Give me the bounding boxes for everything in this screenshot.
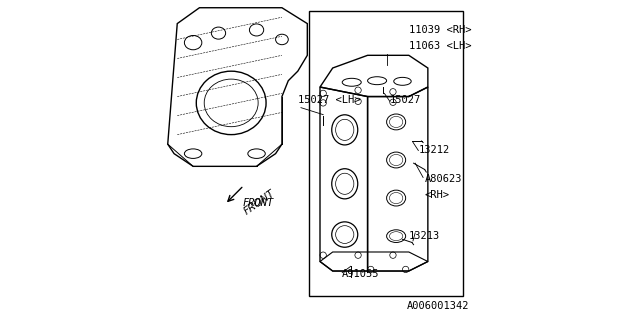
Text: 13212: 13212 xyxy=(419,146,449,156)
Text: FRONT: FRONT xyxy=(243,188,277,217)
Text: <RH>: <RH> xyxy=(425,190,450,200)
Text: 13213: 13213 xyxy=(409,231,440,241)
Text: 11039 <RH>: 11039 <RH> xyxy=(409,25,471,35)
Text: 15027 <LH>: 15027 <LH> xyxy=(298,95,360,105)
Text: 15027: 15027 xyxy=(390,95,421,105)
Text: A006001342: A006001342 xyxy=(406,301,469,311)
Text: A80623: A80623 xyxy=(425,174,462,184)
Text: FRONT: FRONT xyxy=(243,198,273,208)
Text: 11063 <LH>: 11063 <LH> xyxy=(409,41,471,51)
Text: A91055: A91055 xyxy=(342,269,380,279)
